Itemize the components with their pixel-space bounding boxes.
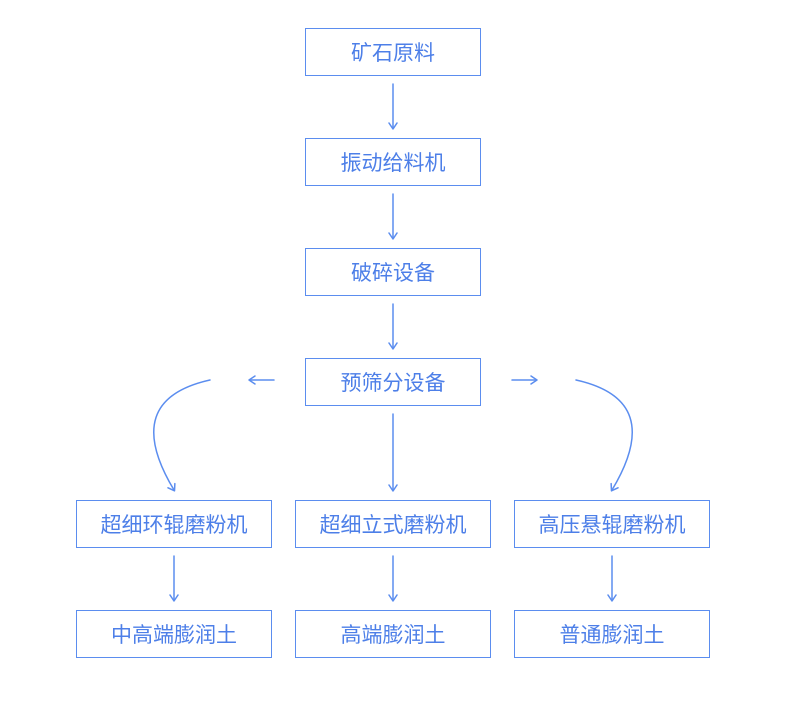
flowchart-node-n1: 矿石原料 [305, 28, 481, 76]
flowchart-node-n6a: 中高端膨润土 [76, 610, 272, 658]
flowchart-node-n4: 预筛分设备 [305, 358, 481, 406]
flowchart-edges [0, 0, 800, 707]
flowchart-node-n5b: 超细立式磨粉机 [295, 500, 491, 548]
flowchart-node-n2: 振动给料机 [305, 138, 481, 186]
flowchart-node-n3: 破碎设备 [305, 248, 481, 296]
flowchart-node-n6c: 普通膨润土 [514, 610, 710, 658]
flowchart-node-n6b: 高端膨润土 [295, 610, 491, 658]
flowchart-node-n5a: 超细环辊磨粉机 [76, 500, 272, 548]
flowchart-node-n5c: 高压悬辊磨粉机 [514, 500, 710, 548]
